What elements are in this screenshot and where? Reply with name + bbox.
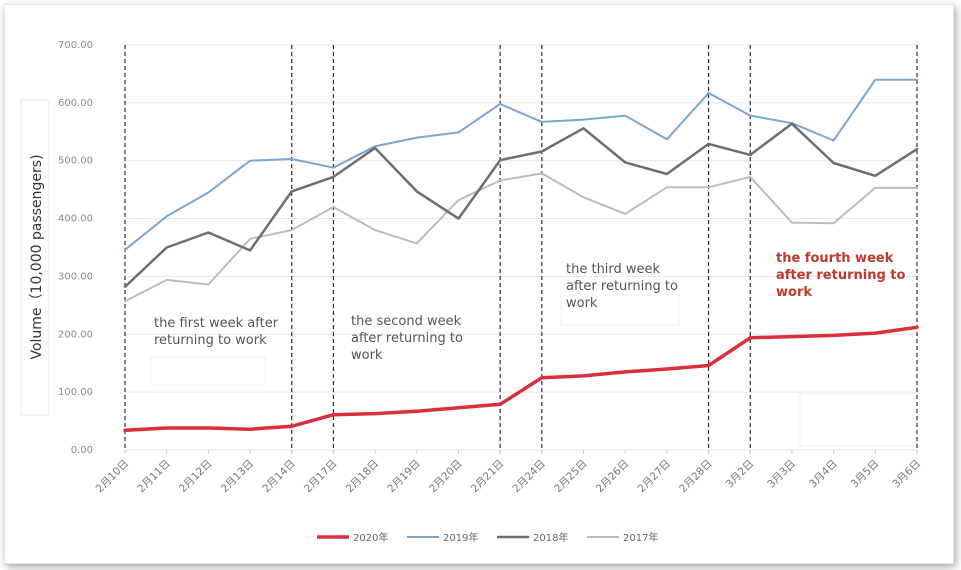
series-line-2017年 xyxy=(124,172,918,303)
series-line-2019年 xyxy=(124,78,918,251)
annotation-week2-line: work xyxy=(351,348,383,363)
x-tick-label: 2月12日 xyxy=(177,458,215,496)
legend: 2020年 2019年 2018年 2017年 xyxy=(317,531,658,544)
y-tick-label: 100.00 xyxy=(58,387,93,398)
x-tick-label: 2月19日 xyxy=(385,458,423,496)
x-tick-label: 2月27日 xyxy=(636,458,674,496)
annotation-boxes xyxy=(150,294,915,447)
y-tick-label: 700.00 xyxy=(58,40,93,51)
y-tick-label: 0.00 xyxy=(71,445,93,456)
y-tick-label: 300.00 xyxy=(58,271,93,282)
annotation-week1-line: the first week after xyxy=(154,316,279,331)
x-tick-label: 2月10日 xyxy=(94,458,132,496)
annotation-week3-line: work xyxy=(566,296,598,311)
legend-label: 2019年 xyxy=(443,531,478,544)
series-line-2020年 xyxy=(123,325,919,433)
series-line-2018年 xyxy=(123,122,919,289)
annotation-box xyxy=(799,393,915,447)
x-tick-label: 2月25日 xyxy=(552,458,590,496)
x-tick-label: 2月11日 xyxy=(135,458,173,496)
chart-frame: 0.00 100.00 200.00 300.00 400.00 500.00 600.00… xyxy=(4,4,954,564)
annotation-week1-line: returning to work xyxy=(154,333,267,348)
y-tick-labels: 0.00 100.00 200.00 300.00 400.00 500.00 600.00… xyxy=(58,40,93,456)
week-annotations: the first week after returning to work the… xyxy=(154,251,906,363)
legend-label: 2020年 xyxy=(353,531,388,544)
x-tick-label: 2月28日 xyxy=(677,458,715,496)
annotation-box xyxy=(150,356,266,386)
annotation-box xyxy=(560,294,680,326)
y-tick-label: 200.00 xyxy=(58,329,93,340)
x-tick-label: 2月14日 xyxy=(260,458,298,496)
x-tick-label: 3月3日 xyxy=(765,458,798,491)
legend-label: 2017年 xyxy=(623,531,658,544)
x-tick-label: 2月26日 xyxy=(594,458,632,496)
x-tick-label: 2月20日 xyxy=(427,458,465,496)
annotation-week4-line: after returning to xyxy=(776,268,906,283)
legend-label: 2018年 xyxy=(533,531,568,544)
x-tick-label: 2月17日 xyxy=(302,458,340,496)
annotation-week3-line: after returning to xyxy=(566,279,678,294)
annotation-week2-line: the second week xyxy=(351,314,462,329)
y-tick-label: 600.00 xyxy=(58,98,93,109)
annotation-week4-line: work xyxy=(776,285,812,300)
annotation-week4-line: the fourth week xyxy=(776,251,894,266)
series-lines xyxy=(123,78,919,433)
week-dividers xyxy=(124,45,918,452)
y-axis-label: Volume（10,000 passengers) xyxy=(29,154,45,359)
x-tick-label: 3月4日 xyxy=(807,458,840,491)
y-tick-label: 500.00 xyxy=(58,156,93,167)
x-tick-label: 2月21日 xyxy=(469,458,507,496)
x-tick-label: 2月24日 xyxy=(510,458,548,496)
x-tick-label: 2月18日 xyxy=(344,458,382,496)
x-tick-label: 3月2日 xyxy=(724,458,757,491)
x-tick-label: 3月6日 xyxy=(890,458,923,491)
ylabel-box xyxy=(20,99,50,416)
line-chart: 0.00 100.00 200.00 300.00 400.00 500.00 600.00… xyxy=(20,40,923,544)
x-tick-label: 3月5日 xyxy=(849,458,882,491)
x-tick-labels: 2月10日 2月11日 2月12日 2月13日 2月14日 2月17日 2月18日 2月19日… xyxy=(94,450,923,496)
x-tick-label: 2月13日 xyxy=(219,458,257,496)
annotation-week2-line: after returning to xyxy=(351,331,463,346)
y-tick-label: 400.00 xyxy=(58,214,93,225)
annotation-week3-line: the third week xyxy=(566,262,661,277)
